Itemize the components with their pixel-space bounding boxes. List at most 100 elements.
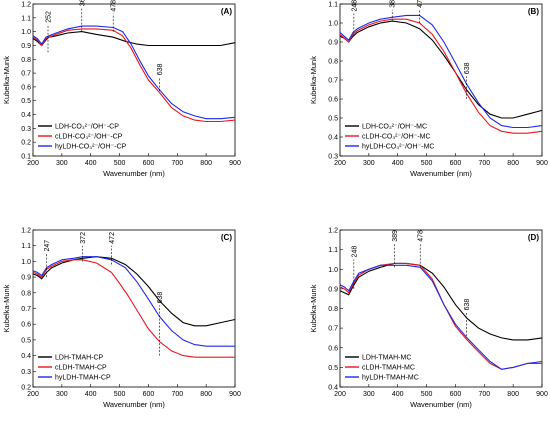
y-tick-label: 0.5: [328, 116, 338, 123]
x-tick-label: 500: [421, 160, 433, 167]
x-tick-label: 400: [85, 391, 97, 398]
x-tick-label: 500: [421, 391, 433, 398]
x-tick-label: 700: [171, 391, 183, 398]
x-tick-label: 300: [56, 160, 68, 167]
series-line-1: [339, 262, 543, 341]
peak-label: 472: [109, 232, 116, 244]
y-tick-label: 0.5: [21, 98, 31, 105]
legend-entry: cLDH-CO₃²⁻/OH⁻-MC: [362, 134, 431, 141]
x-tick-label: 800: [507, 160, 519, 167]
peak-label: 369: [79, 0, 86, 6]
x-tick-label: 700: [478, 160, 490, 167]
peak-label: 372: [80, 232, 87, 244]
plot-frame: [32, 3, 236, 157]
x-tick-label: 800: [200, 391, 212, 398]
x-tick-label: 800: [507, 391, 519, 398]
y-tick-label: 1.0: [328, 267, 338, 274]
legend-entry: hyLDH-CO₃²⁻/OH⁻-MC: [362, 144, 434, 151]
series-line-3: [32, 25, 236, 120]
series-line-2: [339, 18, 543, 134]
peak-label: 247: [44, 240, 51, 252]
peak-label: 638: [464, 299, 471, 311]
x-axis-label: Wavenumber (nm): [410, 400, 472, 409]
y-tick-label: 0.4: [328, 385, 338, 392]
x-tick-label: 200: [334, 391, 346, 398]
y-tick-label: 0.9: [328, 286, 338, 293]
peak-label: 389: [392, 230, 399, 242]
x-tick-label: 600: [450, 160, 462, 167]
y-tick-label: 0.4: [21, 112, 31, 119]
y-tick-label: 0.8: [21, 290, 31, 297]
y-tick-label: 0.7: [328, 326, 338, 333]
x-tick-label: 300: [56, 391, 68, 398]
y-axis-label: Kubelka-Munk: [2, 284, 11, 332]
x-tick-label: 200: [27, 160, 39, 167]
peak-label: 476: [417, 0, 424, 8]
y-tick-label: 0.4: [328, 135, 338, 142]
x-tick-label: 200: [334, 160, 346, 167]
x-axis-label: Wavenumber (nm): [103, 169, 165, 178]
chart-panel-2: 200 300 400 500 600 700 800 900 0.3 0.4 0.5 0.6 0.7 0…: [309, 0, 548, 178]
x-tick-label: 900: [229, 391, 241, 398]
panel-label: (A): [221, 7, 232, 16]
peak-label: 248: [351, 246, 358, 258]
legend-entry: cLDH-TMAH-MC: [362, 365, 415, 372]
y-tick-label: 1.2: [21, 228, 31, 235]
peak-label: 248: [351, 0, 358, 12]
y-tick-label: 0.3: [21, 126, 31, 133]
x-tick-label: 800: [200, 160, 212, 167]
legend-entry: LDH-CO₃²⁻/OH⁻-CP: [55, 124, 119, 131]
series-line-3: [339, 14, 543, 129]
y-tick-label: 1.0: [328, 21, 338, 28]
y-tick-label: 1.1: [328, 247, 338, 254]
plot-frame: [32, 229, 236, 388]
y-tick-label: 0.9: [21, 43, 31, 50]
x-tick-label: 300: [363, 391, 375, 398]
y-tick-label: 0.8: [328, 59, 338, 66]
x-tick-label: 500: [114, 391, 126, 398]
series-line-3: [339, 264, 543, 370]
y-tick-label: 0.4: [21, 353, 31, 360]
legend-entry: cLDH-TMAH-CP: [55, 365, 107, 372]
panel-label: (D): [528, 233, 539, 242]
y-tick-label: 0.9: [21, 275, 31, 282]
legend-entry: hyLDH-TMAH-CP: [55, 375, 111, 382]
y-tick-label: 1.1: [21, 15, 31, 22]
x-tick-label: 400: [85, 160, 97, 167]
y-tick-label: 0.6: [21, 322, 31, 329]
y-tick-label: 0.2: [21, 385, 31, 392]
legend-entry: cLDH-CO₃²⁻/OH⁻-CP: [55, 134, 123, 141]
panel-label: (B): [528, 7, 539, 16]
x-tick-label: 900: [536, 391, 548, 398]
peak-label: 638: [157, 292, 164, 304]
y-tick-label: 0.6: [21, 84, 31, 91]
peak-label: 478: [418, 230, 425, 242]
y-tick-label: 1.2: [328, 228, 338, 235]
x-tick-label: 600: [143, 160, 155, 167]
y-tick-label: 0.9: [328, 40, 338, 47]
chart-panel-4: 200 300 400 500 600 700 800 900 0.4 0.5 0.6 0.7 0.8 0…: [309, 228, 548, 410]
y-tick-label: 1.1: [21, 243, 31, 250]
x-tick-label: 700: [478, 391, 490, 398]
series-line-1: [32, 31, 236, 47]
series-line-2: [339, 262, 542, 370]
x-tick-label: 900: [536, 160, 548, 167]
series-line-2: [32, 28, 236, 123]
series-line-1: [339, 20, 543, 119]
series-line-1: [32, 256, 236, 327]
legend-entry: LDH-TMAH-MC: [362, 355, 411, 362]
x-axis-label: Wavenumber (nm): [103, 400, 165, 409]
chart-panel-3: 200 300 400 500 600 700 800 900 0.2 0.3 0.4 0.5 0.6 0…: [2, 228, 241, 410]
chart-panel-1: 200 300 400 500 600 700 800 900 0.1 0.2 0.3 0.4 0.5 0…: [2, 0, 241, 178]
plot-frame: [339, 229, 543, 388]
y-tick-label: 0.2: [21, 140, 31, 147]
y-tick-label: 1.1: [328, 2, 338, 9]
y-tick-label: 1.0: [21, 29, 31, 36]
y-axis-label: Kubelka-Munk: [309, 284, 318, 332]
x-tick-label: 500: [114, 160, 126, 167]
x-tick-label: 300: [363, 160, 375, 167]
y-tick-label: 0.7: [21, 306, 31, 313]
y-tick-label: 0.7: [328, 78, 338, 85]
peak-label: 381: [390, 0, 397, 8]
